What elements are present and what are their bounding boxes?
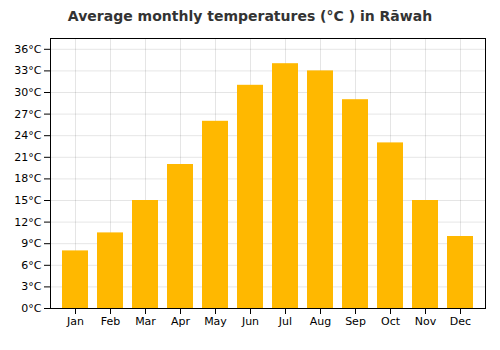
svg-text:36°C: 36°C bbox=[14, 43, 41, 56]
svg-text:0°C: 0°C bbox=[21, 302, 41, 315]
svg-text:21°C: 21°C bbox=[14, 151, 41, 164]
svg-text:6°C: 6°C bbox=[21, 259, 41, 272]
svg-text:Jun: Jun bbox=[241, 315, 259, 328]
svg-text:Jan: Jan bbox=[66, 315, 84, 328]
svg-text:Dec: Dec bbox=[450, 315, 471, 328]
svg-text:15°C: 15°C bbox=[14, 194, 41, 207]
svg-text:30°C: 30°C bbox=[14, 86, 41, 99]
svg-text:Sep: Sep bbox=[345, 315, 366, 328]
svg-text:18°C: 18°C bbox=[14, 172, 41, 185]
svg-text:Mar: Mar bbox=[135, 315, 156, 328]
svg-text:3°C: 3°C bbox=[21, 280, 41, 293]
svg-text:May: May bbox=[204, 315, 227, 328]
svg-text:24°C: 24°C bbox=[14, 129, 41, 142]
svg-text:Jul: Jul bbox=[278, 315, 292, 328]
svg-text:Apr: Apr bbox=[171, 315, 191, 328]
svg-text:Oct: Oct bbox=[381, 315, 401, 328]
svg-text:Aug: Aug bbox=[310, 315, 331, 328]
svg-text:27°C: 27°C bbox=[14, 108, 41, 121]
svg-text:Nov: Nov bbox=[415, 315, 437, 328]
svg-text:33°C: 33°C bbox=[14, 64, 41, 77]
html-text:Average monthly temperatures (: Average monthly temperatures (°C ) in Rā… bbox=[67, 8, 433, 24]
svg-text:9°C: 9°C bbox=[21, 237, 41, 250]
svg-text:12°C: 12°C bbox=[14, 216, 41, 229]
svg-text:Feb: Feb bbox=[101, 315, 120, 328]
